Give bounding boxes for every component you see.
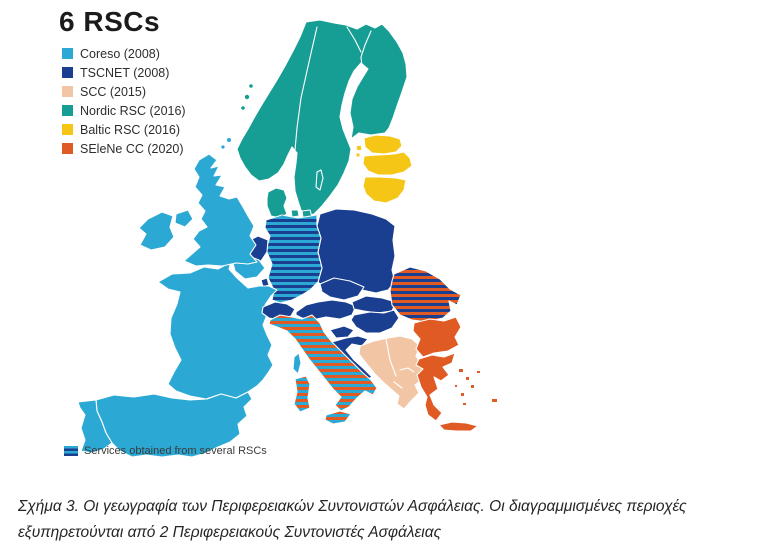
legend-item-nordic: Nordic RSC (2016) xyxy=(62,101,186,120)
figure-caption: Σχήμα 3. Οι γεωγραφία των Περιφερειακών … xyxy=(18,494,768,544)
region-lithuania xyxy=(362,176,407,204)
border-albania-macedonia xyxy=(393,381,403,389)
rsc-legend: Coreso (2008) TSCNET (2008) SCC (2015) N… xyxy=(62,44,186,158)
estonia-islands xyxy=(355,144,363,152)
legend-item-selene: SEleNe CC (2020) xyxy=(62,139,186,158)
region-sardinia xyxy=(293,375,311,413)
legend-item-label: SCC (2015) xyxy=(80,84,146,99)
region-united-kingdom xyxy=(183,153,258,267)
legend-item-label: Baltic RSC (2016) xyxy=(80,122,181,137)
baltic-swatch xyxy=(62,124,73,135)
legend-item-label: Coreso (2008) xyxy=(80,46,160,61)
border-bosnia-serbia xyxy=(385,338,397,377)
tscnet-swatch xyxy=(62,67,73,78)
aegean-islands xyxy=(461,393,464,396)
region-spain xyxy=(95,391,253,458)
hatch-legend-label: Services obtained from several RSCs xyxy=(84,445,267,457)
hatch-swatch xyxy=(64,446,78,456)
region-latvia xyxy=(362,151,413,176)
legend-item-label: TSCNET (2008) xyxy=(80,65,170,80)
region-greece xyxy=(415,352,456,422)
region-bulgaria xyxy=(412,316,462,358)
shetland-islands xyxy=(221,145,225,149)
region-gotland xyxy=(315,169,324,191)
legend-item-label: SEleNe CC (2020) xyxy=(80,141,184,156)
coreso-swatch xyxy=(62,48,73,59)
page-title: 6 RSCs xyxy=(59,6,161,37)
denmark-islands xyxy=(290,209,300,218)
aegean-islands xyxy=(463,403,466,405)
region-austria xyxy=(295,299,357,321)
region-corsica xyxy=(292,352,302,375)
border-norway-finland xyxy=(346,26,362,53)
region-denmark xyxy=(266,187,288,219)
region-northern-ireland xyxy=(174,209,194,228)
norway-islands xyxy=(241,106,245,110)
aegean-islands xyxy=(466,377,469,380)
region-estonia xyxy=(363,134,403,155)
region-ireland xyxy=(138,211,175,251)
region-germany xyxy=(264,214,323,304)
region-france xyxy=(157,261,278,400)
border-norway-sweden xyxy=(294,26,318,151)
aegean-islands xyxy=(477,371,480,373)
selene-swatch xyxy=(62,143,73,154)
region-romania xyxy=(389,266,462,323)
border-sweden-finland xyxy=(360,30,372,67)
region-luxembourg xyxy=(260,277,270,288)
scc-swatch xyxy=(62,86,73,97)
region-slovakia xyxy=(351,295,397,314)
region-scandinavia-finland xyxy=(236,19,408,217)
border-serbia-macedonia xyxy=(399,367,415,373)
norway-islands xyxy=(244,94,250,100)
region-portugal xyxy=(77,399,113,454)
region-hungary xyxy=(350,309,400,334)
legend-item-label: Nordic RSC (2016) xyxy=(80,103,186,118)
norway-islands xyxy=(249,84,253,88)
region-western-balkans xyxy=(358,335,429,410)
region-sicily xyxy=(324,410,352,425)
region-italy xyxy=(268,314,378,412)
legend-item-coreso: Coreso (2008) xyxy=(62,44,186,63)
region-rhodes xyxy=(492,399,497,402)
nordic-swatch xyxy=(62,105,73,116)
caption-line-2: εξυπηρετούνται από 2 Περιφερειακούς Συντ… xyxy=(18,524,442,541)
legend-item-baltic: Baltic RSC (2016) xyxy=(62,120,186,139)
aegean-islands xyxy=(455,385,457,387)
region-crete xyxy=(438,421,479,432)
caption-line-1: Σχήμα 3. Οι γεωγραφία των Περιφερειακών … xyxy=(18,498,687,515)
hatch-legend: Services obtained from several RSCs xyxy=(64,445,267,457)
shetland-islands xyxy=(227,138,231,142)
estonia-islands xyxy=(355,152,361,158)
region-switzerland xyxy=(261,301,296,321)
region-czechia xyxy=(319,277,365,301)
aegean-islands xyxy=(471,385,474,388)
region-slovenia xyxy=(329,325,355,339)
aegean-islands xyxy=(459,369,463,372)
legend-item-tscnet: TSCNET (2008) xyxy=(62,63,186,82)
legend-item-scc: SCC (2015) xyxy=(62,82,186,101)
